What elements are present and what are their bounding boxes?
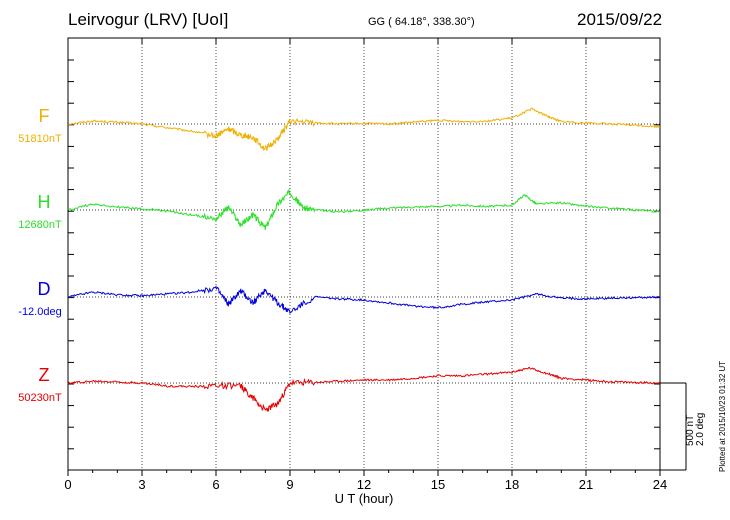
series-baseline-z: 50230nT bbox=[18, 392, 62, 404]
series-baseline-f: 51810nT bbox=[18, 133, 62, 145]
station-coordinates: GG ( 64.18°, 338.30°) bbox=[368, 16, 475, 28]
x-tick-label: 6 bbox=[212, 477, 219, 492]
scale-bar-label-nt: 500 nT bbox=[685, 415, 696, 446]
series-baseline-d: -12.0deg bbox=[18, 306, 61, 318]
x-tick-label: 21 bbox=[579, 477, 593, 492]
series-letter-h: H bbox=[38, 192, 51, 212]
series-line-h bbox=[67, 188, 661, 230]
series-letter-d: D bbox=[38, 279, 51, 299]
x-tick-label: 15 bbox=[431, 477, 445, 492]
x-tick-label: 0 bbox=[64, 477, 71, 492]
scale-bar-label-deg: 2.0 deg bbox=[695, 413, 706, 446]
series-letter-f: F bbox=[39, 106, 50, 126]
x-tick-label: 9 bbox=[286, 477, 293, 492]
chart-date: 2015/09/22 bbox=[577, 10, 663, 29]
series-line-d bbox=[67, 285, 661, 314]
x-tick-label: 12 bbox=[357, 477, 371, 492]
x-tick-label: 24 bbox=[653, 477, 667, 492]
x-tick-label: 3 bbox=[138, 477, 145, 492]
x-axis-label: U T (hour) bbox=[335, 491, 394, 506]
chart-title: Leirvogur (LRV) [UoI] bbox=[68, 10, 229, 29]
series-line-z bbox=[67, 366, 661, 412]
series-baseline-h: 12680nT bbox=[18, 219, 62, 231]
series-line-f bbox=[67, 107, 661, 152]
x-tick-label: 18 bbox=[505, 477, 519, 492]
series-letter-z: Z bbox=[39, 365, 50, 385]
